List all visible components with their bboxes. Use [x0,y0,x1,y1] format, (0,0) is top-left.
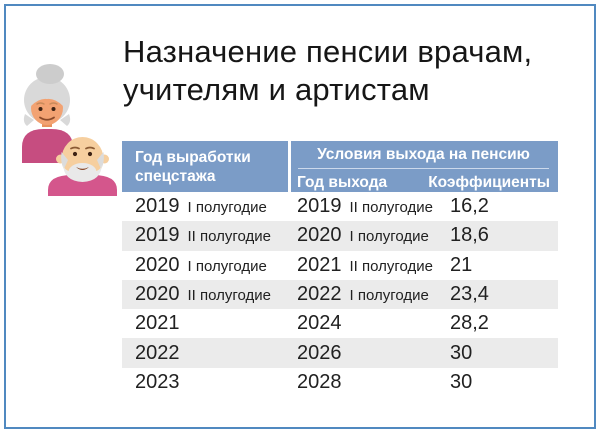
cell-coefficient: 23,4 [450,283,489,306]
table-cell: 30 [441,371,558,394]
table-cell: 2020 I полугодие [288,224,441,247]
cell-service-year: 2022 [135,341,180,364]
header-service-year-line2: спецстажа [135,168,216,185]
cell-exit-year: 2024 [297,312,342,335]
table-cell: 2022 [122,342,288,365]
cell-coefficient: 30 [450,341,473,364]
cell-service-half: II полугодие [187,228,272,246]
cell-exit-half: II полугодие [349,199,434,217]
cell-coefficient: 18,6 [450,224,489,247]
table-row: 2019 I полугодие 2019 II полугодие 16,2 [122,192,558,221]
table-row: 2023 2028 30 [122,368,558,397]
table-cell: 2019 II полугодие [122,224,288,247]
cell-service-year: 2019 [135,195,180,218]
cell-exit-year: 2028 [297,370,342,393]
table-cell: 2019 II полугодие [288,195,441,218]
cell-service-year: 2020 [135,283,180,306]
table-cell: 2022 I полугодие [288,283,441,306]
table-row: 2020 II полугодие 2022 I полугодие 23,4 [122,279,558,310]
header-retirement-conditions: Условия выхода на пенсию Год выхода Коэф… [291,141,558,192]
cell-service-year: 2021 [135,312,180,335]
table-cell: 2020 II полугодие [122,283,288,306]
cell-service-year: 2019 [135,224,180,247]
cell-service-half: I полугодие [187,257,267,275]
cell-exit-year: 2021 [297,253,342,276]
cell-coefficient: 30 [450,370,473,393]
page-title-line2: учителям и артистам [123,72,430,107]
cell-service-year: 2023 [135,370,180,393]
cell-exit-year: 2022 [297,283,342,306]
table-row: 2022 2026 30 [122,338,558,368]
header-service-year-line1: Год выработки [135,149,251,166]
elderly-couple-illustration [22,64,117,196]
table-header: Год выработки спецстажа Условия выхода н… [122,141,558,192]
table-body: 2019 I полугодие 2019 II полугодие 16,2 2019 I… [122,192,558,397]
table-cell: 21 [441,254,558,277]
table-row: 2021 2024 28,2 [122,309,558,338]
cell-coefficient: 28,2 [450,312,489,335]
cell-service-half: II полугодие [187,287,272,305]
page-title-line1: Назначение пенсии врачам, [123,34,533,69]
elderly-woman-icon [22,64,73,163]
cell-exit-year: 2020 [297,224,342,247]
header-coefficients: Коэффициенты [428,174,550,191]
table-cell: 16,2 [441,195,558,218]
elderly-man-icon [48,137,117,196]
table-cell: 2021 [122,312,288,335]
cell-service-half: I полугодие [187,199,267,217]
cell-coefficient: 21 [450,253,473,276]
header-subrow: Год выхода Коэффициенты [297,169,550,192]
table-cell: 2028 [288,371,441,394]
cell-service-year: 2020 [135,253,180,276]
cell-exit-year: 2026 [297,341,342,364]
table-cell: 28,2 [441,312,558,335]
table-cell: 2020 I полугодие [122,254,288,277]
header-group-title: Условия выхода на пенсию [317,146,530,163]
pension-table: Год выработки спецстажа Условия выхода н… [122,141,558,397]
header-group-underline [298,168,549,169]
page-title: Назначение пенсии врачам, учителям и арт… [123,33,532,109]
cell-exit-half: I полугодие [349,287,429,305]
table-row: 2020 I полугодие 2021 II полугодие 21 [122,251,558,280]
table-cell: 30 [441,342,558,365]
header-exit-year: Год выхода [297,174,388,191]
table-cell: 2019 I полугодие [122,195,288,218]
table-row: 2019 II полугодие 2020 I полугодие 18,6 [122,221,558,251]
cell-exit-half: II полугодие [349,257,434,275]
table-cell: 18,6 [441,224,558,247]
table-cell: 2026 [288,342,441,365]
header-service-year: Год выработки спецстажа [122,141,288,192]
cell-exit-half: I полугодие [349,228,429,246]
cell-exit-year: 2019 [297,195,342,218]
table-cell: 2021 II полугодие [288,254,441,277]
table-cell: 23,4 [441,283,558,306]
table-cell: 2024 [288,312,441,335]
table-cell: 2023 [122,371,288,394]
cell-coefficient: 16,2 [450,195,489,218]
